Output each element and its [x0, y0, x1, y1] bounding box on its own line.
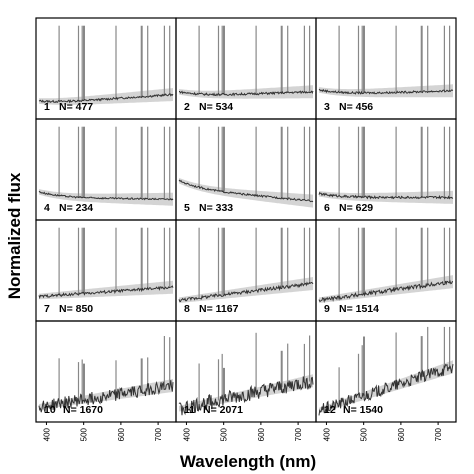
panel-n-label-3: N= 456: [339, 101, 373, 113]
x-tick-label-12-600: 600: [397, 427, 406, 441]
mean-spectrum-6: [318, 191, 454, 200]
panel-n-label-1: N= 477: [59, 101, 93, 113]
x-tick-label-12-400: 400: [322, 427, 331, 441]
spread-band-2: [179, 85, 313, 99]
mean-spectrum-3: [318, 88, 454, 95]
y-axis-title: Normalized flux: [5, 172, 24, 299]
panel-n-label-2: N= 534: [199, 101, 233, 113]
panel-12: 12 N= 1540 400 500 600 700: [315, 320, 457, 441]
mean-spectrum-5: [178, 179, 314, 203]
panel-frame-6: [315, 118, 457, 221]
mean-spectrum-4: [38, 190, 174, 201]
panel-number-5: 5: [184, 202, 190, 214]
panel-number-1: 1: [44, 101, 50, 113]
panel-1: 1 N= 477: [35, 17, 177, 120]
panel-n-label-7: N= 850: [59, 303, 93, 315]
panel-frame-3: [315, 17, 457, 120]
x-tick-label-10-500: 500: [80, 427, 89, 441]
panel-n-label-9: N= 1514: [339, 303, 379, 315]
panel-number-9: 9: [324, 303, 330, 315]
panel-frame-12: [315, 320, 457, 423]
x-tick-label-11-700: 700: [294, 427, 303, 441]
panel-n-label-4: N= 234: [59, 202, 93, 214]
panel-n-label-10: N= 1670: [63, 404, 103, 416]
panel-number-6: 6: [324, 202, 330, 214]
x-tick-label-11-500: 500: [220, 427, 229, 441]
mean-spectrum-7: [38, 285, 174, 300]
x-tick-label-11-400: 400: [182, 427, 191, 441]
mean-spectrum-12: [318, 363, 454, 416]
spread-band-12: [319, 360, 453, 414]
x-tick-label-11-600: 600: [257, 427, 266, 441]
x-tick-label-10-600: 600: [117, 427, 126, 441]
panel-6: 6 N= 629: [315, 118, 457, 221]
panel-n-label-5: N= 333: [199, 202, 233, 214]
panel-n-label-12: N= 1540: [343, 404, 383, 416]
spread-band-4: [39, 189, 173, 206]
panel-7: 7 N= 850: [35, 219, 177, 322]
panel-number-2: 2: [184, 101, 190, 113]
panel-n-label-6: N= 629: [339, 202, 373, 214]
panel-number-10: 10: [44, 404, 56, 416]
x-tick-label-12-500: 500: [360, 427, 369, 441]
spread-band-3: [319, 84, 453, 98]
panel-frame-2: [175, 17, 317, 120]
panel-number-12: 12: [324, 404, 336, 416]
spread-band-5: [179, 177, 313, 208]
panel-n-label-8: N= 1167: [199, 303, 239, 315]
x-tick-label-10-400: 400: [42, 427, 51, 441]
panel-10: 10 N= 1670 400 500 600 700: [35, 320, 177, 441]
x-axis-title: Wavelength (nm): [180, 452, 316, 471]
panel-5: 5 N= 333: [175, 118, 317, 221]
panel-number-7: 7: [44, 303, 50, 315]
mean-spectrum-9: [318, 279, 454, 304]
mean-spectrum-8: [178, 281, 314, 303]
panel-frame-9: [315, 219, 457, 322]
spread-band-9: [319, 275, 453, 304]
panel-9: 9 N= 1514: [315, 219, 457, 322]
panel-2: 2 N= 534: [175, 17, 317, 120]
panel-11: 11 N= 2071 400 500 600 700: [175, 320, 317, 441]
panel-3: 3 N= 456: [315, 17, 457, 120]
mean-spectrum-1: [38, 93, 174, 104]
panel-number-8: 8: [184, 303, 190, 315]
panel-4: 4 N= 234: [35, 118, 177, 221]
x-tick-label-12-700: 700: [434, 427, 443, 441]
mean-spectrum-2: [179, 90, 314, 97]
mean-spectrum-11: [178, 376, 314, 416]
panel-number-4: 4: [44, 202, 50, 214]
panel-8: 8 N= 1167: [175, 219, 317, 322]
panel-frame-8: [175, 219, 317, 322]
mean-spectrum-10: [38, 380, 174, 413]
panel-n-label-11: N= 2071: [203, 404, 243, 416]
panel-frame-7: [35, 219, 177, 322]
x-tick-label-10-700: 700: [154, 427, 163, 441]
panel-number-3: 3: [324, 101, 330, 113]
panel-number-11: 11: [184, 404, 195, 416]
panel-grid: 1 N= 477 2 N= 534 3 N= 456 4 N= 234 5 N= 333 6 N= 6…: [35, 17, 457, 441]
